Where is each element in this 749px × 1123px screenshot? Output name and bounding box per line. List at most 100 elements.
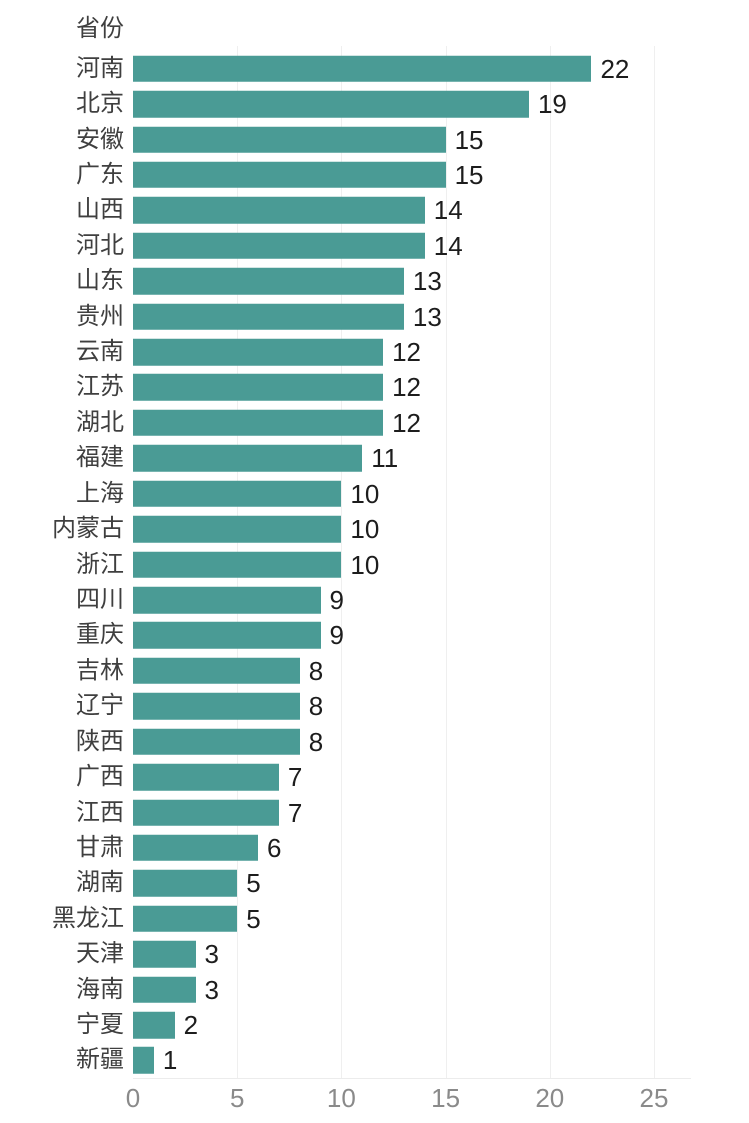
value-label: 10	[350, 514, 380, 545]
bar-row: 海南 3	[0, 972, 749, 1007]
category-label: 广西	[76, 763, 124, 791]
x-tick-label: 5	[229, 1083, 245, 1113]
bar	[133, 976, 196, 1003]
bar	[133, 586, 321, 614]
value-label: 8	[308, 655, 324, 686]
value-label: 1	[162, 1045, 178, 1076]
bar	[133, 55, 592, 82]
category-label: 云南	[76, 338, 124, 366]
value-label: 8	[308, 726, 324, 757]
value-label: 5	[246, 903, 261, 934]
bar-row: 河北 14	[0, 228, 749, 263]
category-label: 辽宁	[76, 692, 124, 720]
value-label: 11	[371, 443, 399, 474]
bar-row: 吉林 8	[0, 653, 749, 688]
category-label: 河南	[76, 54, 124, 82]
bar-row: 湖北 12	[0, 405, 749, 440]
value-label: 10	[350, 478, 380, 509]
value-label: 14	[433, 195, 463, 226]
bar-row: 上海 10	[0, 476, 749, 511]
value-label: 14	[433, 230, 463, 261]
x-tick-label: 20	[535, 1083, 565, 1113]
chart-title: 省份	[76, 15, 124, 42]
bar-row: 安徽 15	[0, 122, 749, 157]
category-label: 安徽	[76, 125, 124, 153]
bar	[133, 374, 384, 401]
x-tick-label: 10	[326, 1083, 356, 1113]
bar	[133, 197, 425, 224]
bar	[133, 551, 342, 578]
gridline	[445, 46, 447, 1078]
bar-row: 天津 3	[0, 937, 749, 972]
bar	[133, 763, 279, 791]
value-label: 12	[392, 407, 421, 438]
bar-row: 江西 7	[0, 795, 749, 830]
bar-row: 江苏 12	[0, 370, 749, 405]
category-label: 浙江	[76, 550, 124, 578]
value-label: 5	[246, 868, 261, 899]
bar	[133, 409, 384, 437]
bar-row: 重庆 9	[0, 618, 749, 653]
bar-row: 广东 15	[0, 157, 749, 192]
category-label: 北京	[76, 90, 124, 118]
value-label: 22	[600, 53, 630, 84]
category-label: 内蒙古	[52, 515, 124, 543]
category-label: 天津	[76, 940, 124, 968]
bar-row: 陕西 8	[0, 724, 749, 759]
bar	[133, 267, 404, 295]
bar	[133, 445, 363, 472]
value-label: 12	[392, 372, 421, 403]
category-label: 甘肃	[76, 833, 124, 861]
bar-row: 云南 12	[0, 334, 749, 369]
category-label: 福建	[76, 444, 124, 472]
bar	[133, 161, 446, 189]
x-tick-label: 0	[125, 1083, 141, 1113]
bar-row: 新疆 1	[0, 1043, 749, 1078]
bar	[133, 905, 238, 933]
value-label: 8	[308, 691, 324, 722]
bar-row: 河南 22	[0, 51, 749, 86]
category-label: 吉林	[76, 656, 124, 684]
bar	[133, 480, 342, 507]
category-label: 黑龙江	[52, 904, 124, 932]
bar	[133, 338, 384, 366]
bar	[133, 622, 321, 649]
x-tick-label: 15	[431, 1083, 461, 1113]
bar	[133, 870, 238, 897]
bar	[133, 657, 300, 685]
bar-row: 山东 13	[0, 264, 749, 299]
gridline	[341, 46, 343, 1078]
value-label: 15	[454, 159, 484, 190]
bar	[133, 303, 404, 330]
bar-row: 内蒙古 10	[0, 511, 749, 546]
bar-row: 甘肃 6	[0, 830, 749, 865]
bar	[133, 1011, 175, 1039]
category-label: 河北	[76, 231, 124, 259]
value-label: 13	[412, 266, 442, 297]
bar-row: 黑龙江 5	[0, 901, 749, 936]
bar	[133, 693, 300, 720]
category-label: 宁夏	[76, 1011, 124, 1039]
bar	[133, 1047, 154, 1074]
bar-row: 福建 11	[0, 441, 749, 476]
x-axis-line	[133, 1078, 691, 1079]
category-label: 江西	[76, 798, 124, 826]
bar-row: 贵州 13	[0, 299, 749, 334]
x-tick-label: 25	[639, 1083, 669, 1113]
bar-row: 宁夏 2	[0, 1007, 749, 1042]
category-label: 海南	[76, 975, 124, 1003]
category-label: 广东	[76, 160, 124, 188]
bar-row: 广西 7	[0, 759, 749, 794]
value-label: 6	[267, 832, 282, 863]
bar	[133, 90, 529, 118]
value-label: 7	[287, 797, 303, 828]
category-label: 四川	[76, 586, 124, 613]
category-label: 新疆	[76, 1046, 124, 1074]
bar	[133, 799, 279, 826]
bar-row: 辽宁 8	[0, 689, 749, 724]
category-label: 江苏	[76, 373, 124, 401]
value-label: 9	[329, 585, 345, 615]
category-label: 山西	[76, 196, 124, 224]
category-label: 湖南	[76, 869, 124, 897]
